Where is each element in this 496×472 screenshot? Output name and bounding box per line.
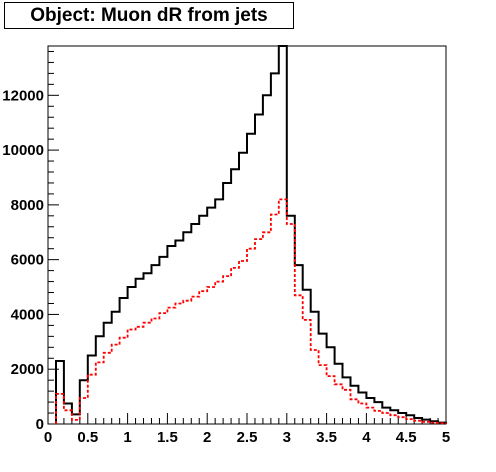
x-tick-label: 4 [362, 429, 371, 446]
x-axis-ticks: 0 0.5 1 1.5 2 2.5 3 3.5 4 4.5 5 [44, 413, 450, 446]
x-tick-label: 0.5 [77, 429, 98, 446]
x-tick-label: 3.5 [316, 429, 337, 446]
y-tick-label: 8000 [11, 197, 44, 214]
x-tick-label: 1 [123, 429, 131, 446]
x-tick-label: 1.5 [157, 429, 178, 446]
y-tick-label: 2000 [11, 361, 44, 378]
x-tick-label: 2.5 [237, 429, 258, 446]
x-tick-label: 4.5 [396, 429, 417, 446]
series-dashed-red-line [55, 198, 447, 425]
y-tick-label: 4000 [11, 306, 44, 323]
chart-title: Object: Muon dR from jets [30, 4, 268, 26]
y-tick-label: 12000 [2, 87, 44, 104]
plot-frame [47, 45, 447, 425]
series-group [55, 45, 447, 425]
chart-title-box: Object: Muon dR from jets [4, 2, 294, 29]
x-tick-label: 3 [283, 429, 291, 446]
series-solid-black-line [55, 45, 447, 424]
x-tick-label: 0 [44, 429, 52, 446]
y-tick-label: 6000 [11, 252, 44, 269]
x-tick-label: 2 [203, 429, 211, 446]
y-tick-label: 0 [36, 416, 44, 433]
x-tick-label: 5 [442, 429, 450, 446]
y-axis-ticks: 0 2000 4000 6000 8000 10000 12000 [2, 50, 59, 433]
y-tick-label: 10000 [2, 142, 44, 159]
